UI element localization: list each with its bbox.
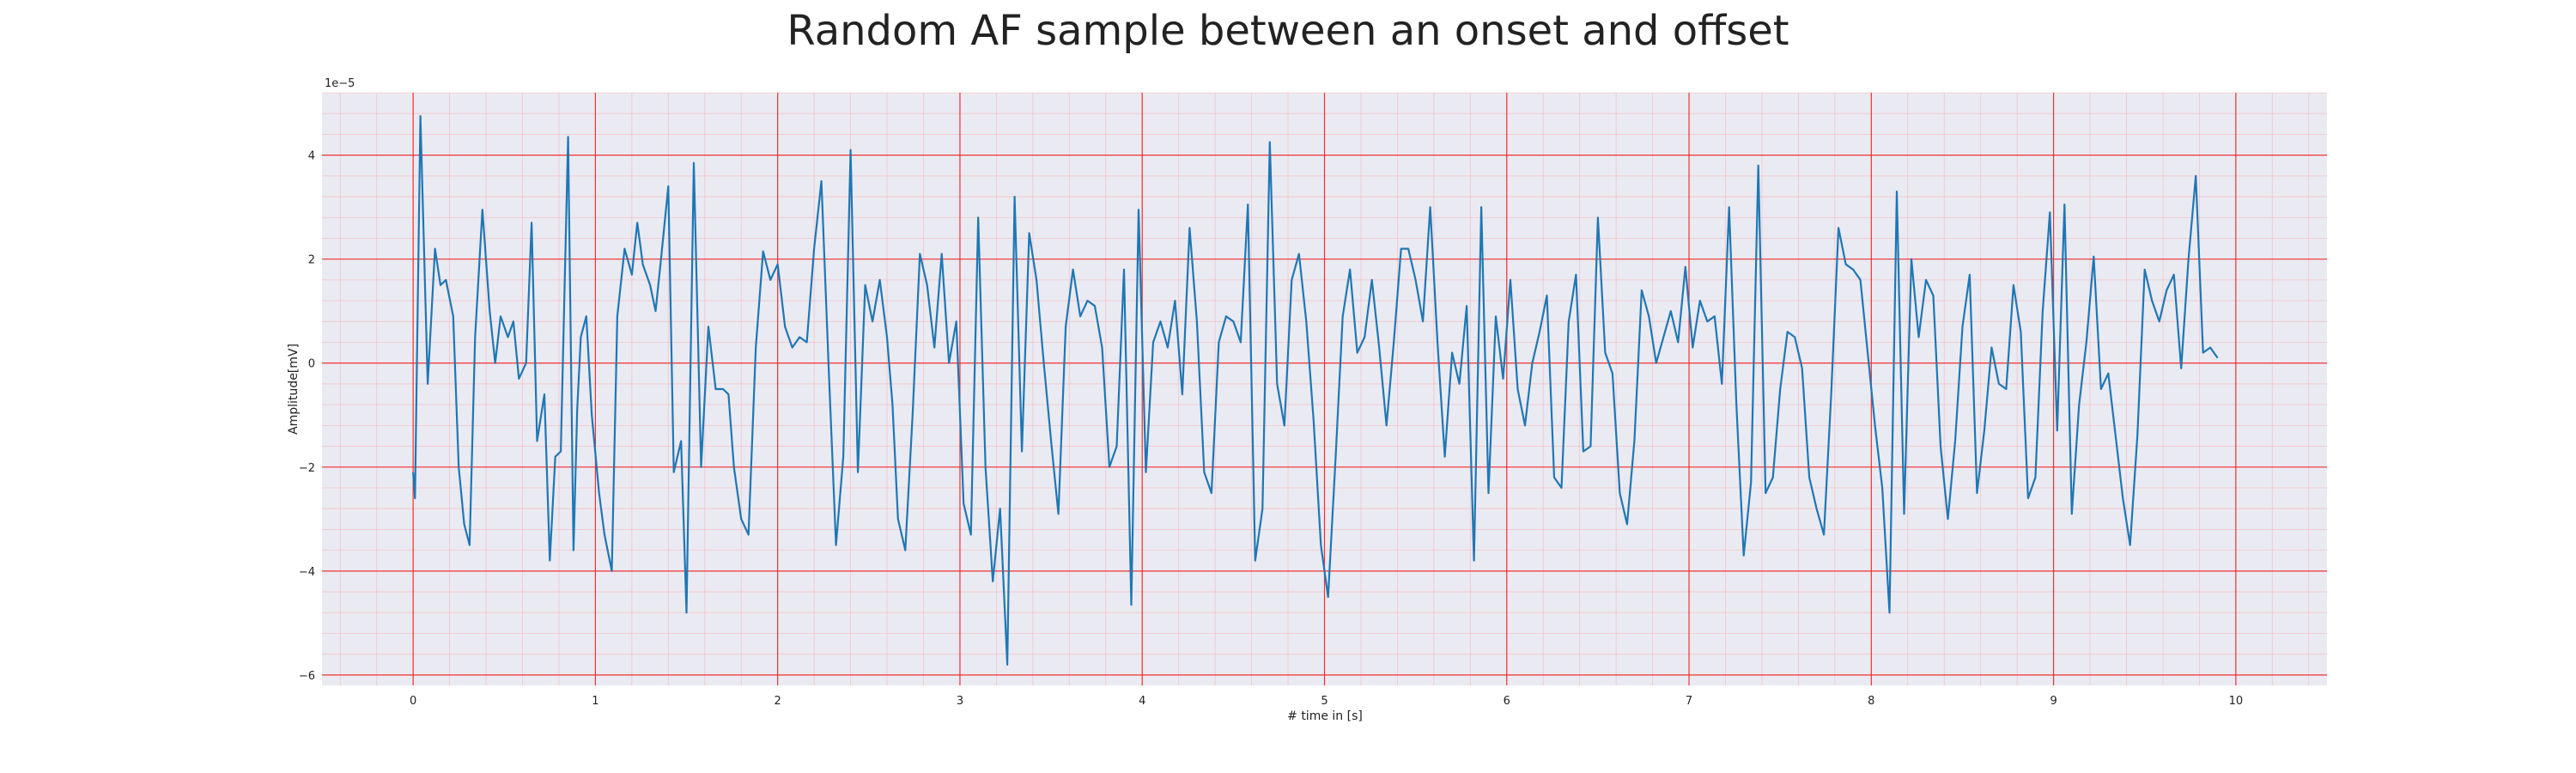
x-tick-label: 4: [1139, 695, 1145, 708]
y-tick-label: −6: [299, 670, 315, 683]
y-tick-label: −2: [299, 462, 315, 475]
y-tick-label: −4: [299, 566, 315, 579]
y-tick-label: 0: [308, 358, 315, 371]
x-tick-label: 9: [2050, 695, 2057, 708]
x-tick-label: 6: [1504, 695, 1510, 708]
x-tick-labels: 0 1 2 3 4 5 6 7 8 9 10: [410, 695, 2243, 708]
y-tick-label: 2: [308, 254, 315, 267]
y-tick-labels: −6 −4 −2 0 2 4: [299, 150, 315, 683]
x-tick-label: 2: [775, 695, 781, 708]
y-tick-label: 4: [308, 150, 315, 163]
x-tick-label: 7: [1686, 695, 1692, 708]
x-tick-label: 8: [1868, 695, 1874, 708]
y-offset-text: 1e−5: [325, 77, 355, 90]
x-axis-label: # time in [s]: [1287, 709, 1363, 723]
x-tick-label: 0: [410, 695, 416, 708]
y-axis-label: Amplitude[mV]: [287, 344, 301, 435]
x-tick-label: 1: [592, 695, 598, 708]
x-tick-label: 3: [957, 695, 963, 708]
series-line-af-sample: [412, 115, 2219, 666]
chart-title: Random AF sample between an onset and of…: [787, 7, 1789, 55]
major-grid: [322, 93, 2327, 685]
x-tick-label: 10: [2229, 695, 2244, 708]
x-tick-label: 5: [1321, 695, 1327, 708]
